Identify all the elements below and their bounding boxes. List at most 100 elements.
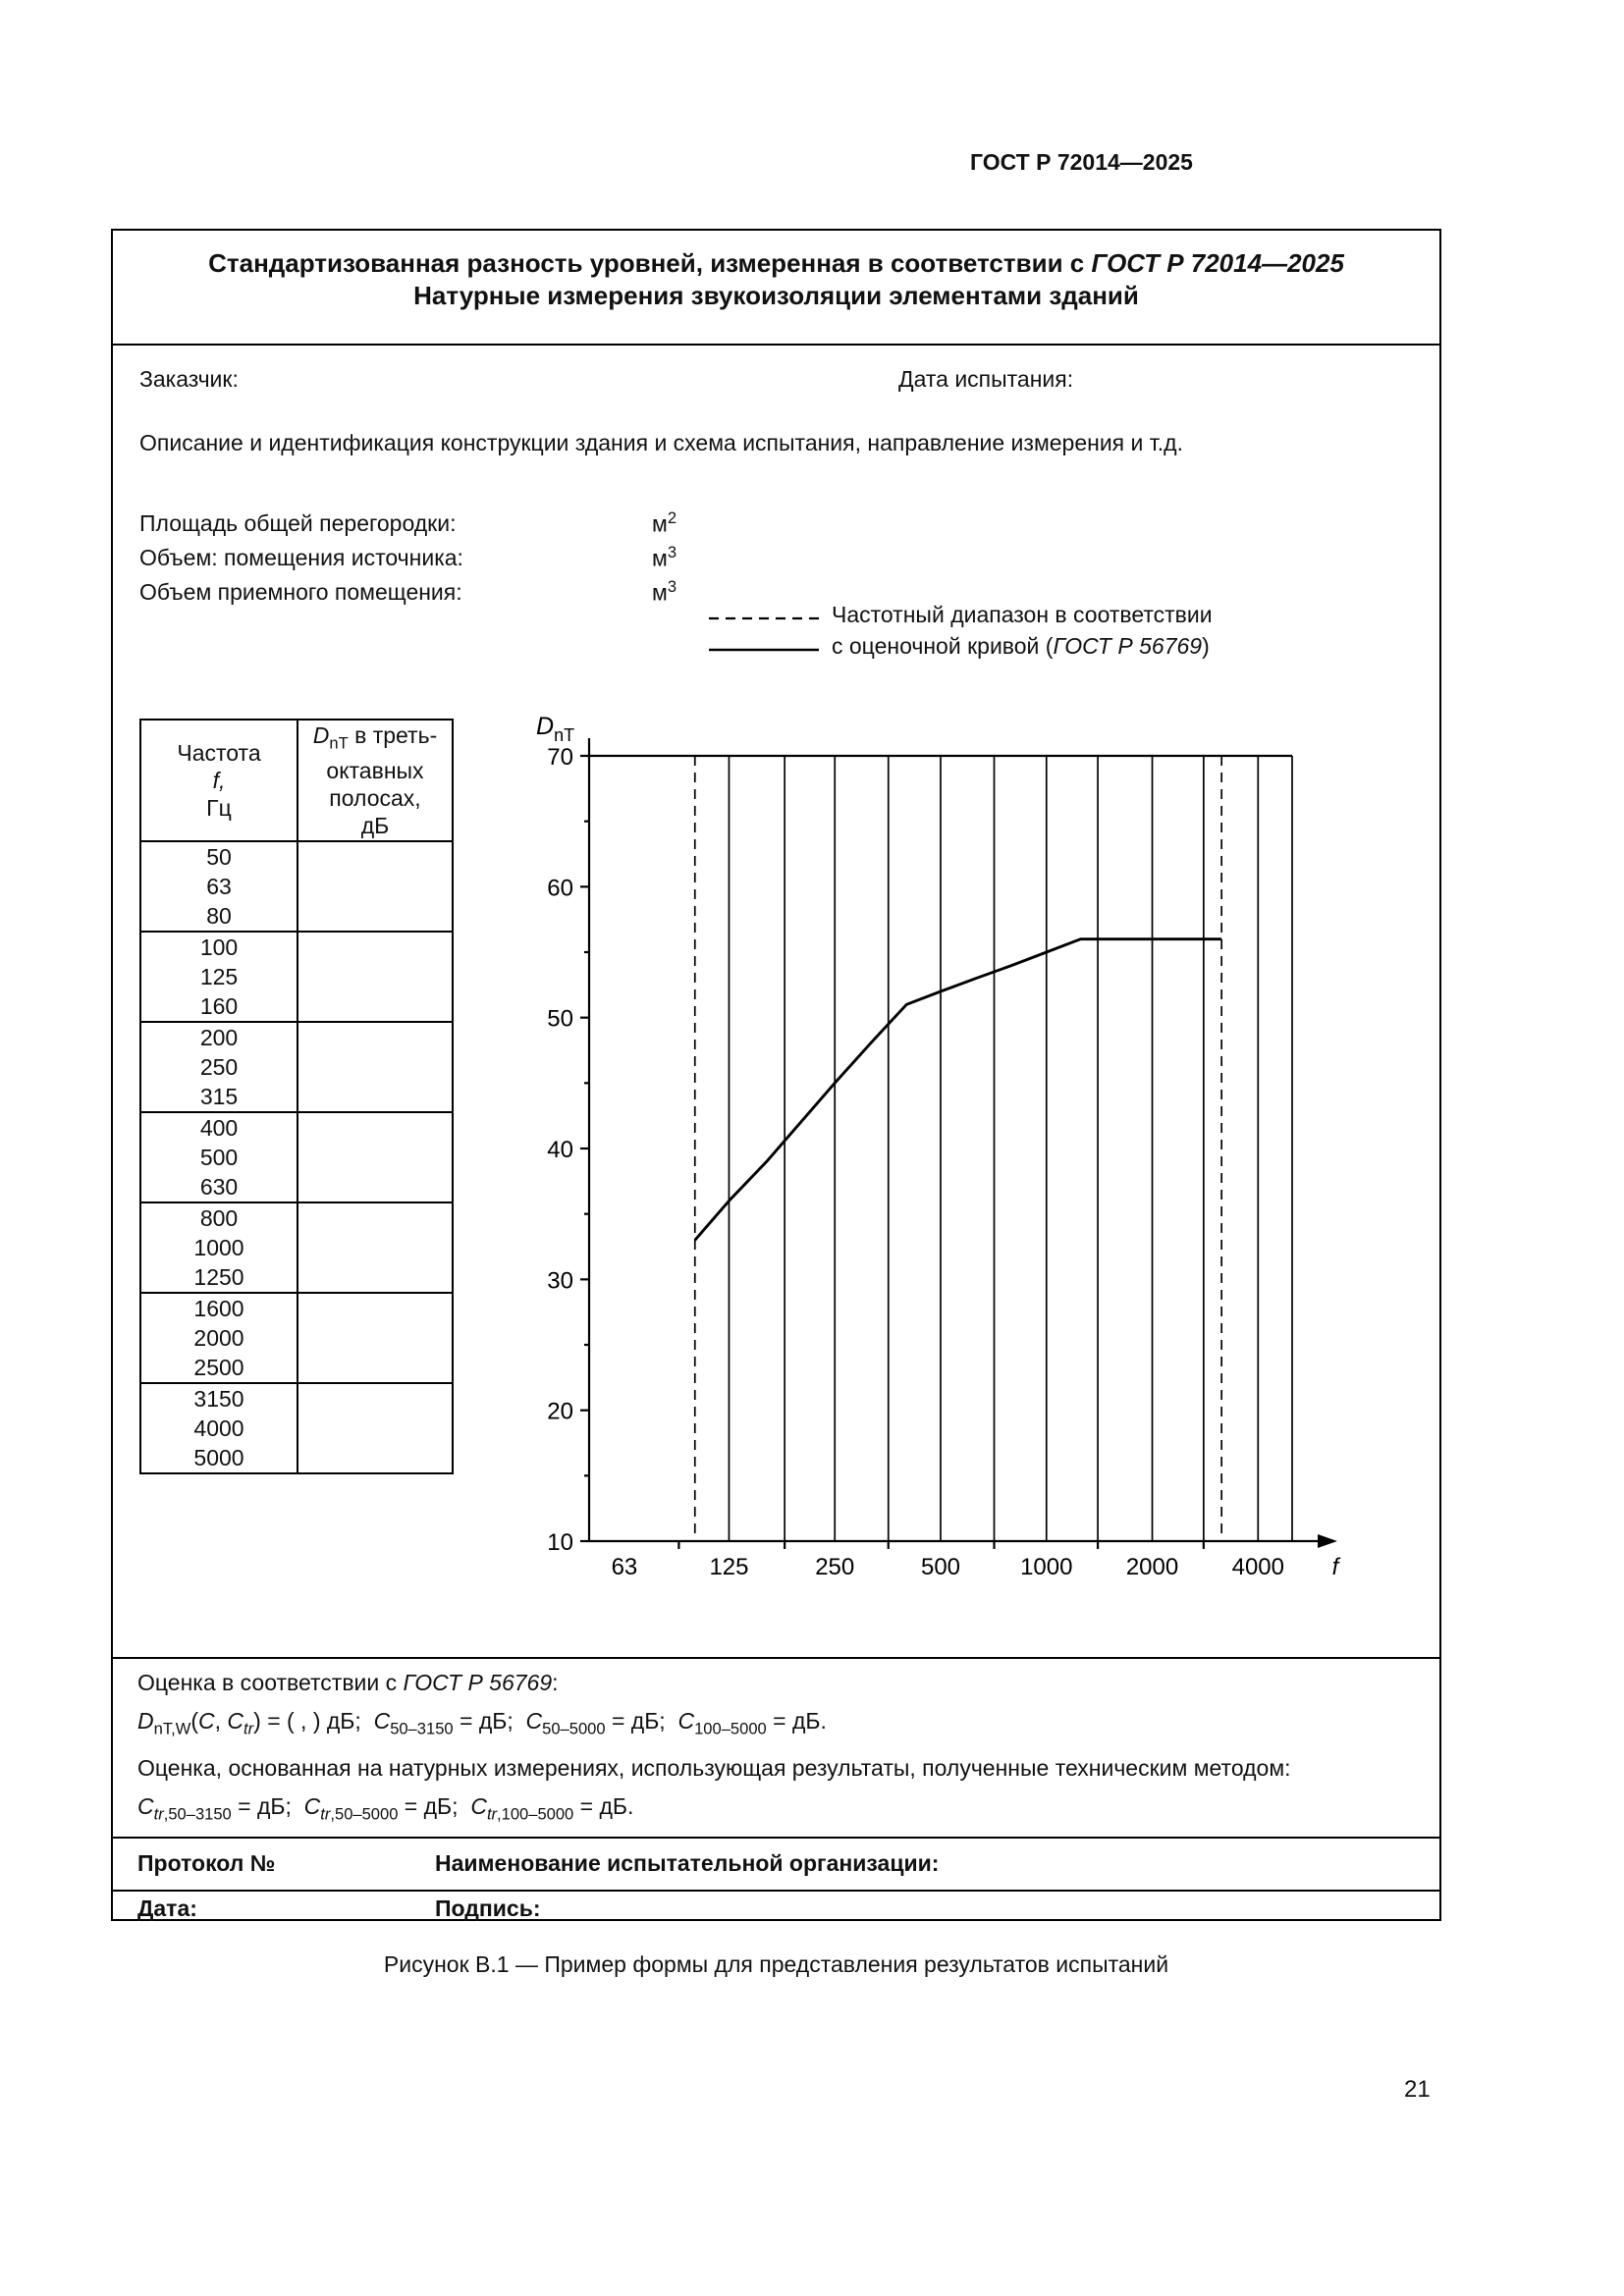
customer-label: Заказчик: [139,366,239,392]
legend-solid-label: с оценочной кривой (ГОСТ Р 56769) [832,633,1210,659]
form-title-line1: Стандартизованная разность уровней, изме… [208,248,1344,278]
frequency-table: Частота f, Гц DnT в треть-октавных полосах,… [139,719,454,1474]
frequency-row: 160 [140,991,453,1022]
frequency-cell: 100 [140,931,298,962]
y-axis-caption: DnT [536,713,574,745]
frequency-row: 630 [140,1172,453,1202]
frequency-row: 315 [140,1082,453,1112]
dnt-value-cell [297,962,453,991]
figure-caption: Рисунок В.1 — Пример формы для представл… [383,1951,1169,1977]
frequency-row: 5000 [140,1443,453,1473]
dnt-value-cell [297,1233,453,1262]
x-tick-label: 500 [921,1554,960,1580]
x-tick-label: 250 [815,1554,854,1580]
frequency-row: 50 [140,840,453,872]
y-tick-label: 70 [547,744,573,771]
dnt-value-cell [297,1323,453,1353]
source-room-volume-label: Объем: помещения источника: [139,545,463,570]
x-tick-label: 2000 [1126,1554,1178,1580]
y-tick-label: 20 [547,1399,573,1425]
frequency-column-header: Частота f, Гц [140,720,298,842]
dnt-value-cell [297,1082,453,1112]
frequency-cell: 160 [199,993,239,1019]
dnt-value-cell [297,991,453,1022]
frequency-row: 200 [140,1021,453,1052]
form-title: Стандартизованная разность уровней, изме… [113,247,1439,312]
y-tick-label: 50 [547,1006,573,1033]
frequency-row: 125 [140,962,453,991]
frequency-cell: 50 [140,840,298,872]
legend-dashed-label: Частотный диапазон в соответствии [832,602,1213,627]
frequency-row: 400 [140,1111,453,1143]
dnt-value-cell [297,1021,453,1052]
dnt-value-cell [297,1292,453,1323]
title-separator [113,344,1439,346]
frequency-cell: 315 [199,1084,239,1109]
form-title-line2: Натурные измерения звукоизоляции элемент… [413,281,1139,310]
frequency-cell: 630 [199,1174,239,1200]
description-label: Описание и идентификация конструкции зда… [139,430,1183,455]
page-number: 21 [1404,2076,1431,2103]
dnt-value-cell [297,1414,453,1443]
frequency-cell: 2500 [193,1355,244,1380]
frequency-table-header-row: Частота f, Гц DnT в треть-октавных полосах,… [140,720,453,842]
frequency-cell: 3150 [140,1382,298,1414]
dnt-value-cell [297,1353,453,1383]
frequency-row: 100 [140,931,453,962]
x-tick-label: 63 [612,1554,638,1580]
partition-area-label: Площадь общей перегородки: [139,510,457,536]
dnt-value-cell [297,1172,453,1202]
source-room-volume-unit: м3 [652,543,677,571]
frequency-cell: 1000 [193,1235,244,1260]
x-tick-label: 1000 [1020,1554,1072,1580]
frequency-cell: 63 [206,874,232,899]
receiving-room-volume-unit: м3 [652,577,677,606]
frequency-cell: 200 [140,1021,298,1052]
frequency-row: 1250 [140,1262,453,1293]
legend-dashed-line-sample [709,616,819,620]
y-tick-label: 30 [547,1267,573,1294]
frequency-cell: 4000 [193,1415,244,1441]
frequency-row: 500 [140,1143,453,1172]
dnt-value-cell [297,840,453,872]
frequency-cell: 250 [199,1054,239,1080]
x-tick-label: 125 [709,1554,748,1580]
dnt-value-cell [297,1143,453,1172]
dnt-value-cell [297,1382,453,1414]
frequency-row: 2000 [140,1323,453,1353]
dnt-value-cell [297,1262,453,1293]
frequency-cell: 80 [206,903,232,929]
dnt-value-cell [297,1052,453,1082]
frequency-row: 4000 [140,1414,453,1443]
frequency-cell: 2000 [193,1325,244,1351]
frequency-row: 80 [140,901,453,932]
dnt-value-cell [297,1443,453,1473]
frequency-row: 800 [140,1201,453,1233]
frequency-cell: 125 [199,964,239,989]
dnt-value-cell [297,1201,453,1233]
frequency-row: 3150 [140,1382,453,1414]
x-tick-label: 4000 [1232,1554,1284,1580]
frequency-cell: 800 [140,1201,298,1233]
dnt-column-header: DnT в треть-октавных полосах, дБ [297,720,453,842]
y-tick-label: 60 [547,875,573,901]
test-date-label: Дата испытания: [898,366,1074,392]
frequency-cell: 1600 [140,1292,298,1323]
dnt-value-cell [297,901,453,932]
rating-curve [693,937,1222,1242]
frequency-cell: 500 [199,1145,239,1170]
x-axis-caption: f [1332,1554,1341,1580]
frequency-row: 250 [140,1052,453,1082]
x-axis-arrow [1318,1534,1337,1548]
frequency-row: 1000 [140,1233,453,1262]
frequency-cell: 5000 [193,1445,244,1470]
partition-area-unit: м2 [652,508,677,537]
frequency-cell: 1250 [193,1264,244,1290]
frequency-row: 2500 [140,1353,453,1383]
sound-insulation-chart: 10 20 30 40 50 60 70 63 125 250 500 1000 2000 4000 f Dn… [536,713,1341,1580]
y-tick-label: 10 [547,1529,573,1556]
dnt-value-cell [297,872,453,901]
test-result-form: Стандартизованная разность уровней, изме… [111,229,1441,1921]
frequency-row: 1600 [140,1292,453,1323]
